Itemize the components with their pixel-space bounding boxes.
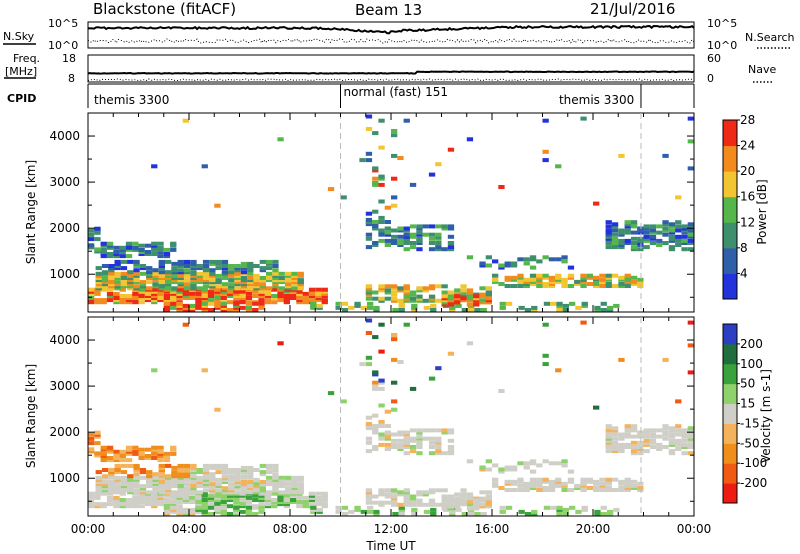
power-colorbar-label: Power [dB] bbox=[755, 179, 769, 244]
y-tick-label: 2000 bbox=[49, 425, 80, 439]
y-tick-label: 1000 bbox=[49, 267, 80, 281]
nsearch-tick-bottom: 10^0 bbox=[707, 39, 737, 52]
nsearch-series bbox=[87, 38, 695, 44]
freq-panel bbox=[87, 54, 695, 83]
colorbar-tick: 28 bbox=[740, 113, 755, 127]
date-title: 21/Jul/2016 bbox=[590, 0, 675, 18]
x-tick-label: 00:00 bbox=[71, 522, 106, 536]
cpid-mode-3: themis 3300 bbox=[559, 93, 634, 107]
station-title: Blackstone (fitACF) bbox=[93, 0, 236, 18]
x-tick-label: 00:00 bbox=[677, 522, 712, 536]
freq-unit: [MHz] bbox=[5, 65, 37, 78]
x-tick-label: 12:00 bbox=[374, 522, 409, 536]
cpid-label: CPID bbox=[7, 92, 36, 105]
y-tick-label: 1000 bbox=[49, 471, 80, 485]
cpid-row: themis 3300 normal (fast) 151 themis 330… bbox=[87, 83, 695, 108]
colorbar-tick: 50 bbox=[740, 377, 755, 391]
nave-series bbox=[87, 78, 695, 82]
freq-label: Freq. bbox=[13, 52, 40, 65]
cpid-mode-1: themis 3300 bbox=[94, 93, 169, 107]
nsky-tick-top: 10^5 bbox=[48, 17, 78, 30]
nsky-panel bbox=[87, 21, 695, 49]
velocity-heatmap bbox=[88, 318, 694, 516]
colorbar-tick: 4 bbox=[740, 266, 748, 280]
nsky-tick-bottom: 10^0 bbox=[48, 39, 78, 52]
power-y-axis: 1000 2000 3000 4000 bbox=[49, 113, 694, 312]
power-heatmap bbox=[88, 114, 694, 312]
freq-tick-bottom: 8 bbox=[68, 72, 75, 85]
velocity-y-axis: 1000 2000 3000 4000 bbox=[49, 317, 694, 516]
colorbar-tick: 16 bbox=[740, 190, 755, 204]
velocity-colorbar: -200 -100 -50 -15 15 50 100 200 bbox=[722, 323, 767, 504]
colorbar-tick: 12 bbox=[740, 215, 755, 229]
x-tick-label: 16:00 bbox=[475, 522, 510, 536]
beam-title: Beam 13 bbox=[355, 1, 422, 19]
colorbar-tick: -50 bbox=[740, 436, 760, 450]
colorbar-tick: 200 bbox=[740, 337, 763, 351]
nsky-label: N.Sky bbox=[3, 30, 35, 43]
velocity-ylabel: Slant Range [km] bbox=[24, 364, 38, 468]
nsearch-tick-top: 10^5 bbox=[707, 17, 737, 30]
y-tick-label: 3000 bbox=[49, 175, 80, 189]
x-axis-label: Time UT bbox=[365, 539, 416, 553]
colorbar-tick: 100 bbox=[740, 357, 763, 371]
time-x-axis: 00:00 04:00 08:00 12:00 16:00 20:00 00:00 bbox=[71, 113, 712, 536]
nave-tick-top: 60 bbox=[707, 52, 721, 65]
nsearch-label: N.Search bbox=[745, 31, 795, 44]
colorbar-tick: 20 bbox=[740, 164, 755, 178]
nave-tick-bottom: 0 bbox=[707, 72, 714, 85]
colorbar-tick: 15 bbox=[740, 397, 755, 411]
x-tick-label: 04:00 bbox=[172, 522, 207, 536]
velocity-colorbar-label: Velocity [m s-1] bbox=[759, 369, 773, 463]
colorbar-tick: 8 bbox=[740, 241, 748, 255]
nave-label: Nave bbox=[748, 63, 776, 76]
freq-tick-top: 18 bbox=[62, 52, 76, 65]
y-tick-label: 4000 bbox=[49, 333, 80, 347]
colorbar-tick: -100 bbox=[740, 456, 767, 470]
power-colorbar: 4 8 12 16 20 24 28 bbox=[722, 113, 755, 300]
nsky-series bbox=[87, 24, 695, 35]
colorbar-tick: -200 bbox=[740, 476, 767, 490]
freq-series bbox=[87, 70, 695, 75]
cpid-mode-2: normal (fast) 151 bbox=[344, 85, 448, 99]
colorbar-tick: -15 bbox=[740, 416, 760, 430]
y-tick-label: 4000 bbox=[49, 129, 80, 143]
y-tick-label: 2000 bbox=[49, 221, 80, 235]
colorbar-tick: 24 bbox=[740, 139, 755, 153]
x-tick-label: 08:00 bbox=[273, 522, 308, 536]
y-tick-label: 3000 bbox=[49, 379, 80, 393]
power-ylabel: Slant Range [km] bbox=[24, 160, 38, 264]
x-tick-label: 20:00 bbox=[576, 522, 611, 536]
